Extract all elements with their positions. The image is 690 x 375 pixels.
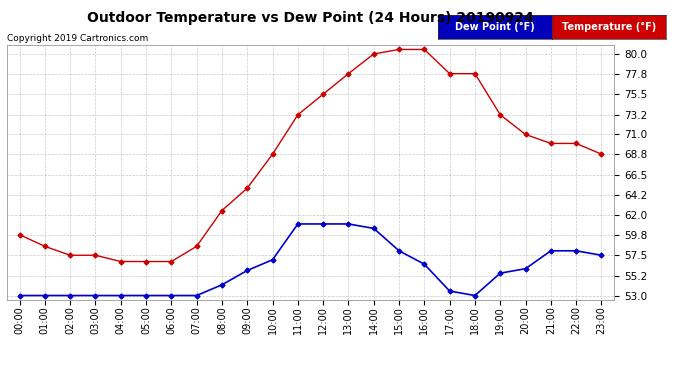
- Text: Temperature (°F): Temperature (°F): [562, 22, 656, 32]
- Text: Dew Point (°F): Dew Point (°F): [455, 22, 535, 32]
- Text: Copyright 2019 Cartronics.com: Copyright 2019 Cartronics.com: [7, 34, 148, 43]
- Text: Outdoor Temperature vs Dew Point (24 Hours) 20190924: Outdoor Temperature vs Dew Point (24 Hou…: [87, 11, 534, 25]
